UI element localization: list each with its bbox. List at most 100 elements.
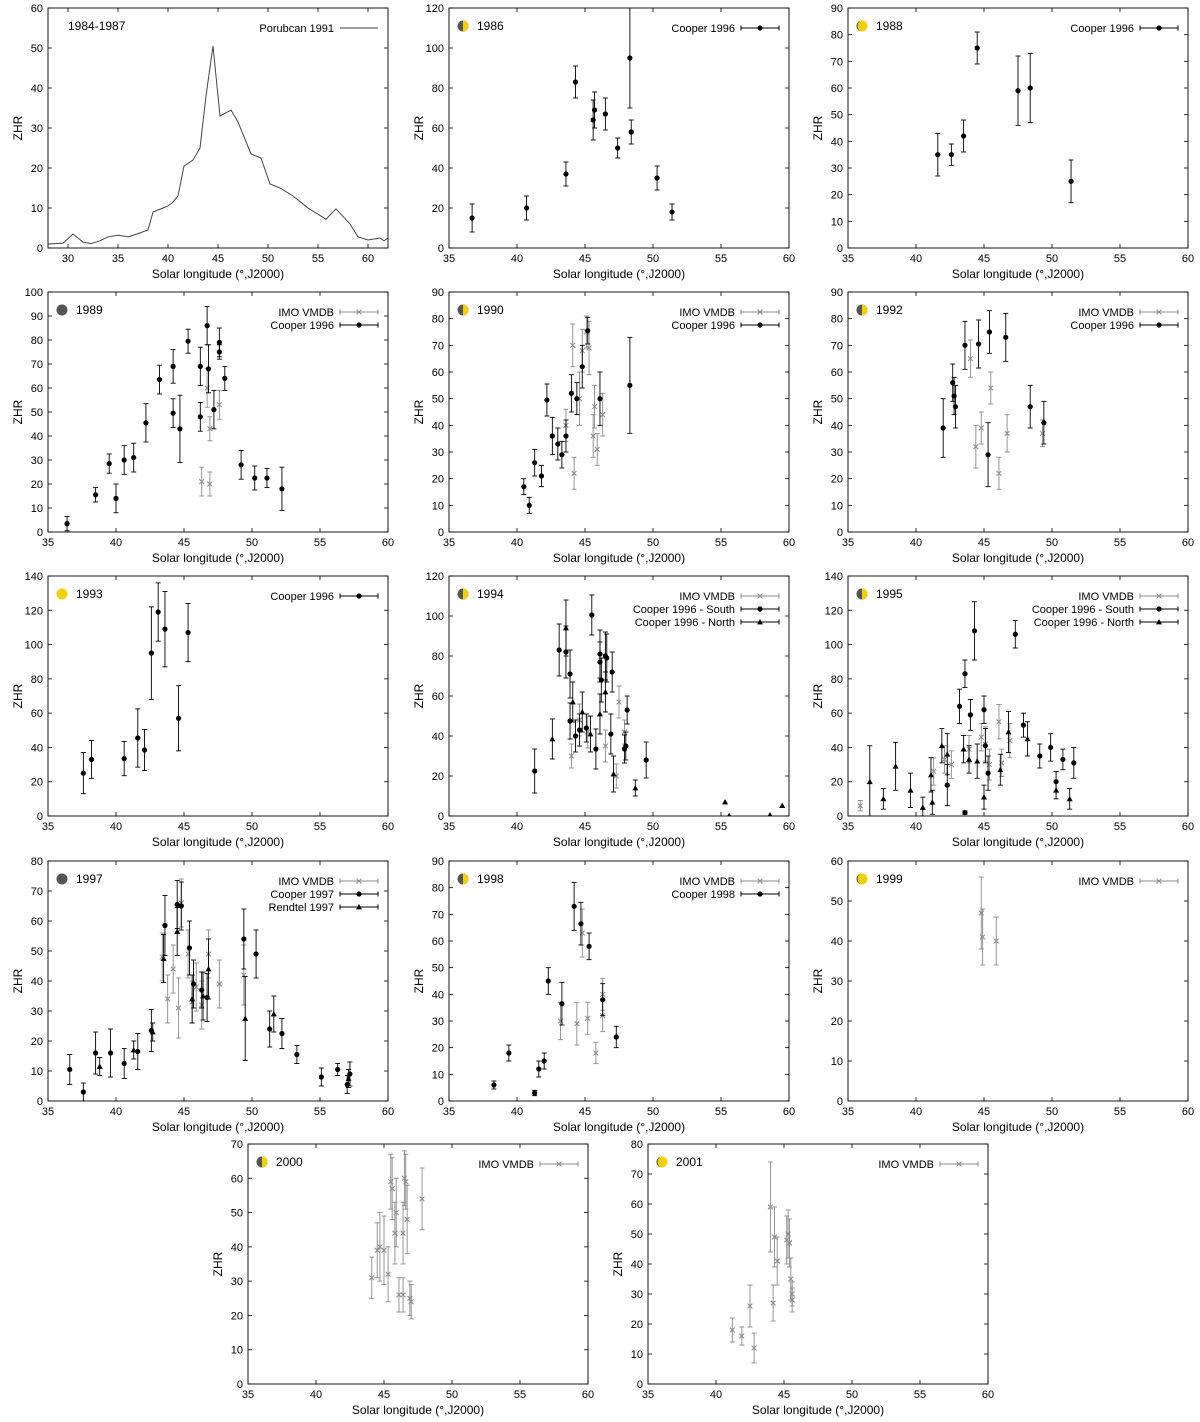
data-marker bbox=[174, 928, 181, 934]
x-axis-title: Solar longitude (°,J2000) bbox=[952, 835, 1084, 849]
y-tick-label: 50 bbox=[432, 394, 444, 406]
data-marker bbox=[177, 426, 183, 432]
y-tick-label: 60 bbox=[831, 83, 843, 95]
data-marker bbox=[927, 771, 934, 778]
data-marker bbox=[940, 425, 946, 431]
legend-label: Cooper 1997 bbox=[270, 889, 334, 901]
data-marker bbox=[532, 1090, 538, 1096]
y-tick-label: 0 bbox=[837, 811, 843, 823]
data-point bbox=[555, 427, 561, 461]
x-tick-label: 50 bbox=[647, 537, 659, 549]
chart-panel-1994: 35 40 45 50 55 60 0 20 40 60 80 100 120 1994 IMO VMDB C… bbox=[411, 571, 801, 854]
legend-label: IMO VMDB bbox=[278, 307, 334, 319]
moon-phase-icon bbox=[56, 873, 68, 885]
y-tick-label: 20 bbox=[31, 163, 43, 175]
cross-stroke bbox=[164, 996, 171, 1002]
series-cross bbox=[857, 704, 1013, 812]
cross-stroke bbox=[956, 1161, 962, 1167]
data-marker bbox=[584, 1015, 591, 1022]
legend-label: Cooper 1996 - South bbox=[633, 604, 735, 616]
chart-svg: 35 40 45 50 55 60 0 20 40 60 80 100 120 140 1995 IMO VM… bbox=[811, 571, 1194, 849]
data-point bbox=[941, 745, 948, 774]
data-point bbox=[767, 812, 773, 816]
x-tick-label: 35 bbox=[842, 1106, 854, 1118]
data-point bbox=[400, 1277, 406, 1313]
data-marker bbox=[1068, 178, 1074, 184]
y-tick-label: 0 bbox=[37, 243, 43, 255]
y-tick-label: 10 bbox=[631, 1349, 643, 1361]
cross-stroke bbox=[1156, 593, 1162, 599]
y-tick-label: 60 bbox=[831, 856, 843, 868]
legend-label: Porubcan 1991 bbox=[259, 23, 334, 35]
data-marker bbox=[570, 342, 576, 349]
moon-phase-icon bbox=[256, 1156, 268, 1168]
cross-stroke bbox=[1156, 309, 1162, 315]
cross-stroke bbox=[400, 1230, 406, 1236]
data-point bbox=[591, 91, 598, 129]
x-axis-title: Solar longitude (°,J2000) bbox=[952, 267, 1084, 281]
data-marker bbox=[770, 1300, 776, 1306]
data-point bbox=[981, 695, 987, 724]
data-point bbox=[1012, 620, 1018, 649]
data-point bbox=[193, 962, 199, 1012]
legend-marker bbox=[757, 606, 763, 612]
data-marker bbox=[589, 612, 595, 618]
data-marker bbox=[149, 1029, 156, 1035]
plot-frame bbox=[647, 1143, 989, 1385]
y-tick-label: 0 bbox=[837, 1096, 843, 1108]
data-marker bbox=[892, 763, 899, 769]
y-tick-label: 100 bbox=[426, 611, 444, 623]
data-marker bbox=[216, 981, 223, 987]
data-marker bbox=[563, 433, 569, 439]
year-label: 1995 bbox=[876, 587, 903, 601]
y-tick-label: 80 bbox=[432, 883, 444, 895]
data-marker bbox=[567, 671, 573, 677]
x-tick-label: 55 bbox=[914, 1389, 926, 1401]
data-point bbox=[722, 799, 729, 805]
data-marker bbox=[779, 802, 786, 808]
moon-lit-half bbox=[463, 873, 469, 885]
data-marker bbox=[400, 1292, 406, 1298]
data-point bbox=[107, 1028, 114, 1078]
chart-svg: 35 40 45 50 55 60 0 10 20 30 40 50 60 70 80 90 1992 IMO V… bbox=[811, 287, 1194, 565]
data-point bbox=[929, 789, 936, 815]
data-point bbox=[143, 403, 149, 443]
x-tick-label: 55 bbox=[312, 253, 324, 265]
y-tick-label: 60 bbox=[432, 936, 444, 948]
data-point bbox=[270, 995, 277, 1033]
y-tick-label: 60 bbox=[31, 916, 43, 928]
data-point bbox=[135, 1033, 141, 1070]
cross-stroke bbox=[356, 309, 362, 315]
data-marker bbox=[238, 462, 244, 468]
data-marker bbox=[469, 215, 475, 221]
y-tick-label: 80 bbox=[432, 651, 444, 663]
x-tick-label: 60 bbox=[1182, 1106, 1194, 1118]
x-tick-label: 35 bbox=[443, 537, 455, 549]
data-point bbox=[216, 327, 222, 358]
legend-marker bbox=[757, 309, 763, 315]
y-tick-label: 40 bbox=[831, 136, 843, 148]
x-tick-label: 55 bbox=[715, 821, 727, 833]
y-axis-title: ZHR bbox=[11, 968, 25, 993]
data-marker bbox=[135, 735, 141, 741]
data-point bbox=[279, 466, 285, 511]
data-marker bbox=[971, 628, 978, 634]
plot-frame bbox=[847, 291, 1189, 533]
y-axis-title: ZHR bbox=[611, 1251, 625, 1276]
legend-label: Cooper 1996 bbox=[270, 320, 334, 332]
y-axis-title: ZHR bbox=[211, 1251, 225, 1276]
data-point bbox=[198, 466, 205, 497]
x-axis-title: Solar longitude (°,J2000) bbox=[152, 267, 284, 281]
y-tick-label: 80 bbox=[831, 314, 843, 326]
x-tick-label: 55 bbox=[1114, 821, 1126, 833]
data-point bbox=[164, 974, 171, 1024]
data-marker bbox=[579, 709, 586, 715]
data-point bbox=[579, 691, 586, 733]
y-tick-label: 60 bbox=[432, 123, 444, 135]
data-marker bbox=[944, 782, 950, 788]
legend-label: IMO VMDB bbox=[878, 1159, 934, 1171]
chart-panel-1990: 35 40 45 50 55 60 0 10 20 30 40 50 60 70 80 90 1990 IMO V… bbox=[411, 287, 801, 570]
data-point bbox=[727, 812, 732, 816]
legend-label: Cooper 1996 bbox=[270, 591, 334, 603]
